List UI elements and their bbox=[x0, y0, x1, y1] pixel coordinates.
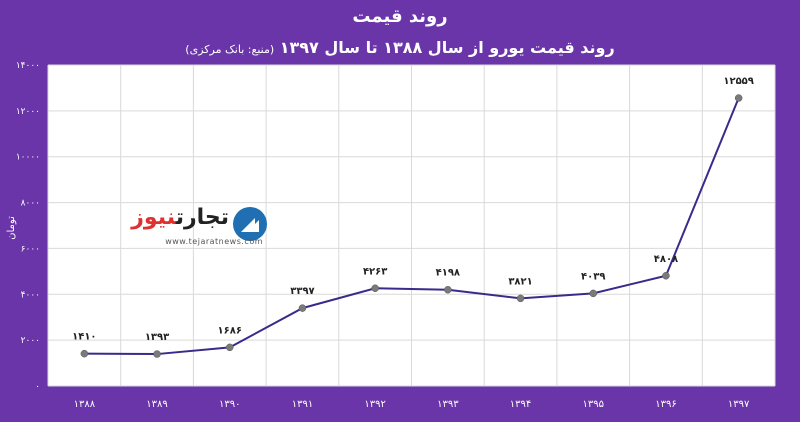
x-tick-label: ۱۳۹۴ bbox=[510, 399, 531, 410]
logo-name-part1: تجارت bbox=[175, 205, 229, 230]
y-tick-label: ۱۲۰۰۰ bbox=[16, 107, 40, 117]
y-tick-labels: ۰ ۲۰۰۰ ۴۰۰۰ ۶۰۰۰ ۸۰۰۰ ۱۰۰۰۰ ۱۲۰۰۰ ۱۴۰۰۰ bbox=[16, 61, 40, 392]
data-label: ۱۲۵۵۹ bbox=[723, 76, 754, 87]
data-point bbox=[226, 343, 234, 352]
data-point bbox=[589, 289, 597, 298]
logo-mark-icon bbox=[233, 207, 267, 241]
data-label: ۳۳۹۷ bbox=[290, 286, 314, 297]
x-tick-label: ۱۳۸۸ bbox=[74, 399, 96, 410]
x-tick-label: ۱۳۹۲ bbox=[364, 399, 385, 410]
subtitle-text: روند قیمت یورو از سال ۱۳۸۸ تا سال ۱۳۹۷ bbox=[279, 38, 615, 57]
data-label: ۳۸۲۱ bbox=[508, 276, 532, 287]
y-tick-label: ۴۰۰۰ bbox=[21, 290, 40, 300]
x-tick-label: ۱۳۹۵ bbox=[583, 399, 604, 410]
y-tick-label: ۱۴۰۰۰ bbox=[16, 61, 40, 71]
y-tick-label: ۰ bbox=[35, 382, 40, 392]
data-label: ۱۳۹۳ bbox=[145, 332, 169, 343]
x-tick-labels: ۱۳۸۸ ۱۳۸۹ ۱۳۹۰ ۱۳۹۱ ۱۳۹۲ ۱۳۹۳ ۱۳۹۴ ۱۳۹۵ ۱۳۹۶ ۱۳۹۷ bbox=[74, 399, 750, 410]
data-label: ۴۱۹۸ bbox=[436, 268, 460, 279]
data-point bbox=[444, 285, 452, 294]
data-label: ۴۰۳۹ bbox=[581, 271, 605, 282]
y-tick-label: ۸۰۰۰ bbox=[21, 199, 40, 209]
logo-name: تجارتنیوز bbox=[131, 205, 229, 230]
x-tick-label: ۱۳۸۹ bbox=[146, 399, 167, 410]
x-tick-label: ۱۳۹۷ bbox=[728, 399, 750, 410]
chart-title: روند قیمت bbox=[352, 6, 448, 27]
source-note: (منبع: بانک مرکزی) bbox=[185, 43, 275, 56]
x-tick-label: ۱۳۹۱ bbox=[292, 399, 313, 410]
data-point bbox=[80, 349, 89, 358]
watermark-logo: تجارتنیوز www.tejaratnews.com bbox=[127, 203, 277, 255]
x-tick-label: ۱۳۹۶ bbox=[655, 399, 676, 410]
chart-subtitle: روند قیمت یورو از سال ۱۳۸۸ تا سال ۱۳۹۷ (… bbox=[0, 38, 800, 57]
x-tick-label: ۱۳۹۳ bbox=[437, 399, 459, 410]
y-tick-label: ۱۰۰۰۰ bbox=[16, 153, 40, 163]
series-line bbox=[84, 97, 740, 356]
logo-url: www.tejaratnews.com bbox=[165, 237, 263, 246]
x-tick-label: ۱۳۹۰ bbox=[219, 399, 240, 410]
y-axis-label: تومان bbox=[6, 216, 17, 240]
data-point bbox=[734, 94, 743, 102]
y-tick-label: ۲۰۰۰ bbox=[21, 336, 40, 346]
data-point bbox=[371, 284, 379, 293]
y-tick-label: ۶۰۰۰ bbox=[21, 244, 40, 254]
data-markers bbox=[80, 94, 743, 358]
data-point bbox=[662, 272, 670, 280]
data-point bbox=[298, 304, 307, 312]
data-label: ۱۶۸۶ bbox=[218, 325, 242, 336]
data-label: ۱۴۱۰ bbox=[72, 332, 96, 343]
data-label: ۴۸۰۸ bbox=[654, 254, 678, 265]
logo-name-part2: نیوز bbox=[131, 205, 176, 230]
data-point bbox=[516, 294, 525, 303]
data-label: ۴۲۶۳ bbox=[363, 266, 387, 277]
data-labels: ۱۴۱۰ ۱۳۹۳ ۱۶۸۶ ۳۳۹۷ ۴۲۶۳ ۴۱۹۸ ۳۸۲۱ ۴۰۳۹ ۴۸۰۸ ۱۲۵۵… bbox=[72, 76, 754, 343]
data-point bbox=[153, 350, 161, 358]
